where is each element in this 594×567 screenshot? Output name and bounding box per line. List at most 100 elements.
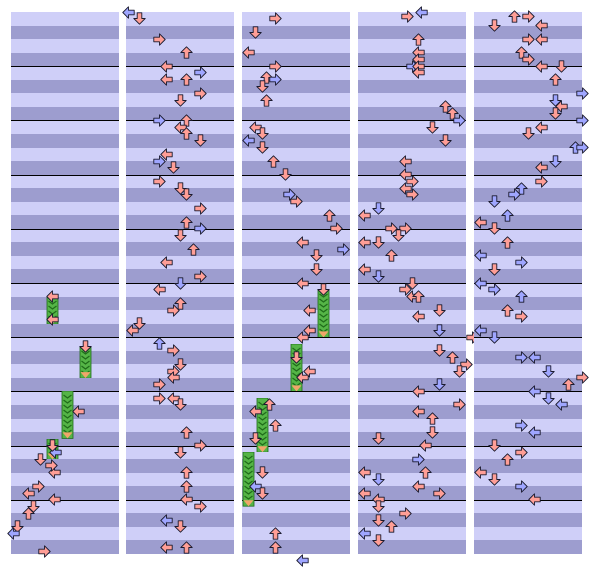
measure-line: [242, 500, 350, 501]
arrow-right-icon: [153, 392, 166, 405]
arrow-down-icon: [521, 127, 535, 141]
arrow-left-icon: [48, 493, 61, 506]
beat-stripe: [242, 296, 350, 311]
beat-stripe: [11, 228, 119, 243]
arrow-right-icon: [399, 507, 412, 520]
arrow-down-icon: [372, 236, 385, 249]
arrow-up-icon: [446, 107, 459, 120]
beat-stripe: [474, 337, 582, 352]
arrow-down-icon: [173, 446, 187, 459]
arrow-left-icon: [160, 256, 173, 269]
beat-stripe: [126, 147, 234, 162]
arrow-up-icon: [501, 452, 514, 466]
beat-stripe: [474, 174, 582, 189]
arrow-up-icon: [269, 419, 282, 432]
arrow-down-icon: [488, 222, 501, 235]
arrow-right-icon: [337, 242, 350, 256]
arrow-right-icon: [515, 480, 528, 493]
arrow-left-icon: [7, 527, 20, 540]
beat-stripe: [474, 432, 582, 447]
arrow-left-icon: [242, 134, 255, 147]
arrow-down-icon: [133, 12, 146, 25]
beat-stripe: [126, 472, 234, 487]
beat-stripe: [126, 283, 234, 298]
hold-note: [256, 398, 269, 453]
beat-stripe: [474, 310, 582, 325]
measure-line: [126, 175, 234, 176]
arrow-right-icon: [521, 32, 535, 46]
beat-stripe: [11, 255, 119, 270]
arrow-left-icon: [555, 100, 568, 113]
beat-stripe: [474, 350, 582, 365]
arrow-right-icon: [515, 446, 528, 459]
beat-stripe: [358, 39, 466, 54]
beat-stripe: [358, 445, 466, 460]
beat-stripe: [242, 25, 350, 40]
arrow-down-icon: [173, 520, 187, 534]
beat-stripe: [242, 147, 350, 162]
arrow-down-icon: [488, 263, 501, 276]
arrow-left-icon: [474, 215, 487, 229]
arrow-left-icon: [160, 73, 173, 86]
beat-stripe: [242, 472, 350, 487]
arrow-right-icon: [535, 175, 548, 188]
arrow-down-icon: [432, 303, 446, 317]
measure-line: [474, 337, 582, 338]
arrow-down-icon: [372, 432, 385, 445]
arrow-left-icon: [303, 303, 316, 317]
arrow-right-icon: [194, 66, 207, 80]
beat-stripe: [358, 540, 466, 555]
arrow-up-icon: [180, 466, 193, 479]
beat-stripe: [474, 39, 582, 54]
arrow-up-icon: [508, 9, 521, 23]
arrow-up-icon: [266, 154, 280, 168]
measure-line: [11, 500, 119, 501]
beat-stripe: [358, 472, 466, 487]
beat-stripe: [242, 52, 350, 67]
beat-stripe: [474, 472, 582, 487]
beat-stripe: [126, 432, 234, 447]
arrow-left-icon: [412, 480, 425, 493]
arrow-left-icon: [535, 32, 548, 46]
beat-stripe: [474, 147, 582, 162]
beat-stripe: [474, 283, 582, 298]
beat-stripe: [474, 133, 582, 148]
beat-stripe: [11, 161, 119, 176]
measure-line: [358, 446, 466, 447]
arrow-up-icon: [548, 73, 562, 86]
arrow-down-icon: [439, 134, 452, 147]
arrow-left-icon: [535, 121, 548, 134]
arrow-down-icon: [405, 276, 419, 290]
arrow-right-icon: [194, 202, 207, 215]
arrow-left-icon: [303, 364, 316, 378]
beat-stripe: [11, 79, 119, 94]
measure-line: [358, 337, 466, 338]
arrow-down-icon: [27, 500, 41, 513]
arrow-left-icon: [153, 283, 166, 296]
beat-stripe: [358, 201, 466, 216]
arrow-up-icon: [180, 46, 193, 59]
beat-stripe: [474, 513, 582, 528]
arrow-left-icon: [160, 513, 173, 527]
beat-stripe: [126, 133, 234, 148]
arrow-up-icon: [439, 100, 452, 113]
arrow-right-icon: [515, 256, 528, 269]
arrow-down-icon: [372, 270, 385, 283]
beat-stripe: [474, 391, 582, 406]
measure-line: [11, 66, 119, 67]
arrow-left-icon: [535, 19, 548, 32]
arrow-left-icon: [474, 276, 487, 290]
beat-stripe: [358, 364, 466, 379]
beat-stripe: [358, 161, 466, 176]
beat-stripe: [358, 459, 466, 474]
beat-stripe: [358, 66, 466, 81]
arrow-up-icon: [515, 290, 528, 303]
arrow-left-icon: [399, 154, 412, 168]
beat-stripe: [126, 310, 234, 325]
arrow-down-icon: [426, 121, 439, 134]
arrow-up-icon: [262, 398, 276, 412]
measure-line: [474, 229, 582, 230]
arrow-down-icon: [167, 161, 180, 174]
arrow-left-icon: [358, 236, 371, 249]
beat-stripe: [11, 133, 119, 148]
